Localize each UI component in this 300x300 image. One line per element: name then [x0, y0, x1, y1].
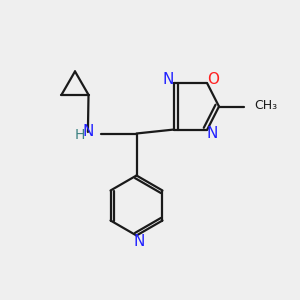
Text: N: N: [163, 72, 174, 87]
Text: N: N: [82, 124, 94, 140]
Text: CH₃: CH₃: [254, 99, 277, 112]
Text: O: O: [207, 72, 219, 87]
Text: H: H: [74, 128, 85, 142]
Text: N: N: [207, 126, 218, 141]
Text: N: N: [133, 234, 145, 249]
